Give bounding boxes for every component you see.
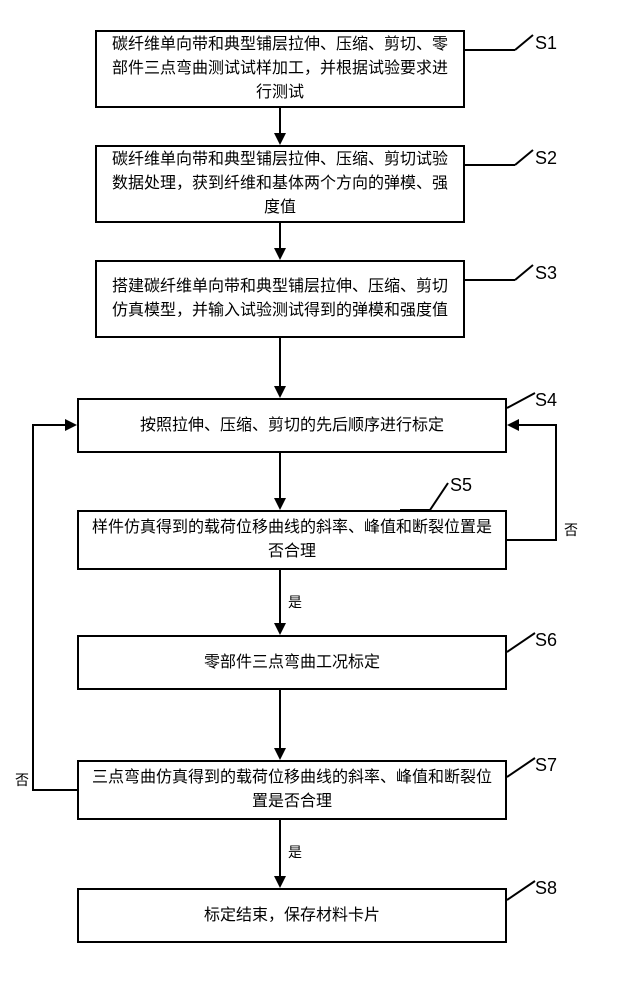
arrow-s7-no [65, 419, 77, 431]
edge-label-no-1: 否 [562, 520, 580, 540]
node-text: 样件仿真得到的载荷位移曲线的斜率、峰值和断裂位置是否合理 [91, 516, 493, 564]
edge-label-yes-1: 是 [286, 592, 304, 612]
arrow-s1-s2 [274, 133, 286, 145]
flowchart-node-s5: 样件仿真得到的载荷位移曲线的斜率、峰值和断裂位置是否合理 [77, 510, 507, 570]
flowchart-node-s1: 碳纤维单向带和典型铺层拉伸、压缩、剪切、零部件三点弯曲测试试样加工，并根据试验要… [95, 30, 465, 108]
leader-line-s5 [400, 480, 450, 515]
arrow-s2-s3 [274, 248, 286, 260]
edge-s7-no-h2 [32, 424, 67, 426]
edge-s5-no-h2 [519, 424, 557, 426]
node-text: 标定结束，保存材料卡片 [204, 904, 380, 928]
leader-line-s7 [507, 755, 537, 780]
edge-s7-no-h1 [32, 789, 77, 791]
edge-s5-s6 [279, 570, 281, 625]
node-text: 按照拉伸、压缩、剪切的先后顺序进行标定 [140, 414, 444, 438]
edge-s5-no-v [555, 424, 557, 541]
arrow-s4-s5 [274, 498, 286, 510]
leader-line-s6 [507, 630, 537, 655]
node-text: 碳纤维单向带和典型铺层拉伸、压缩、剪切试验数据处理，获到纤维和基体两个方向的弹模… [109, 148, 451, 220]
edge-s1-s2 [279, 108, 281, 135]
flowchart-node-s2: 碳纤维单向带和典型铺层拉伸、压缩、剪切试验数据处理，获到纤维和基体两个方向的弹模… [95, 145, 465, 223]
flowchart-node-s4: 按照拉伸、压缩、剪切的先后顺序进行标定 [77, 398, 507, 453]
flowchart-node-s6: 零部件三点弯曲工况标定 [77, 635, 507, 690]
step-label-s6: S6 [535, 630, 557, 651]
edge-s4-s5 [279, 453, 281, 500]
step-label-s2: S2 [535, 148, 557, 169]
arrow-s5-s6 [274, 623, 286, 635]
edge-s7-no-v [32, 424, 34, 791]
edge-label-yes-2: 是 [286, 842, 304, 862]
edge-s3-s4 [279, 338, 281, 388]
node-text: 搭建碳纤维单向带和典型铺层拉伸、压缩、剪切仿真模型，并输入试验测试得到的弹模和强… [109, 275, 451, 323]
arrow-s5-no [507, 419, 519, 431]
node-text: 零部件三点弯曲工况标定 [204, 651, 380, 675]
step-label-s4: S4 [535, 390, 557, 411]
step-label-s8: S8 [535, 878, 557, 899]
edge-label-no-2: 否 [13, 770, 31, 790]
flowchart-node-s8: 标定结束，保存材料卡片 [77, 888, 507, 943]
leader-line-s4 [507, 390, 537, 410]
step-label-s7: S7 [535, 755, 557, 776]
edge-s2-s3 [279, 223, 281, 250]
arrow-s6-s7 [274, 748, 286, 760]
edge-s5-no-h1 [507, 539, 557, 541]
step-label-s5: S5 [450, 475, 472, 496]
leader-line-s1 [465, 30, 535, 55]
node-text: 碳纤维单向带和典型铺层拉伸、压缩、剪切、零部件三点弯曲测试试样加工，并根据试验要… [109, 33, 451, 105]
leader-line-s2 [465, 145, 535, 170]
edge-s7-s8 [279, 820, 281, 878]
edge-s6-s7 [279, 690, 281, 750]
step-label-s3: S3 [535, 263, 557, 284]
flowchart-node-s7: 三点弯曲仿真得到的载荷位移曲线的斜率、峰值和断裂位置是否合理 [77, 760, 507, 820]
step-label-s1: S1 [535, 33, 557, 54]
leader-line-s3 [465, 260, 535, 285]
flowchart-node-s3: 搭建碳纤维单向带和典型铺层拉伸、压缩、剪切仿真模型，并输入试验测试得到的弹模和强… [95, 260, 465, 338]
arrow-s3-s4 [274, 386, 286, 398]
leader-line-s8 [507, 878, 537, 903]
node-text: 三点弯曲仿真得到的载荷位移曲线的斜率、峰值和断裂位置是否合理 [91, 766, 493, 814]
arrow-s7-s8 [274, 876, 286, 888]
